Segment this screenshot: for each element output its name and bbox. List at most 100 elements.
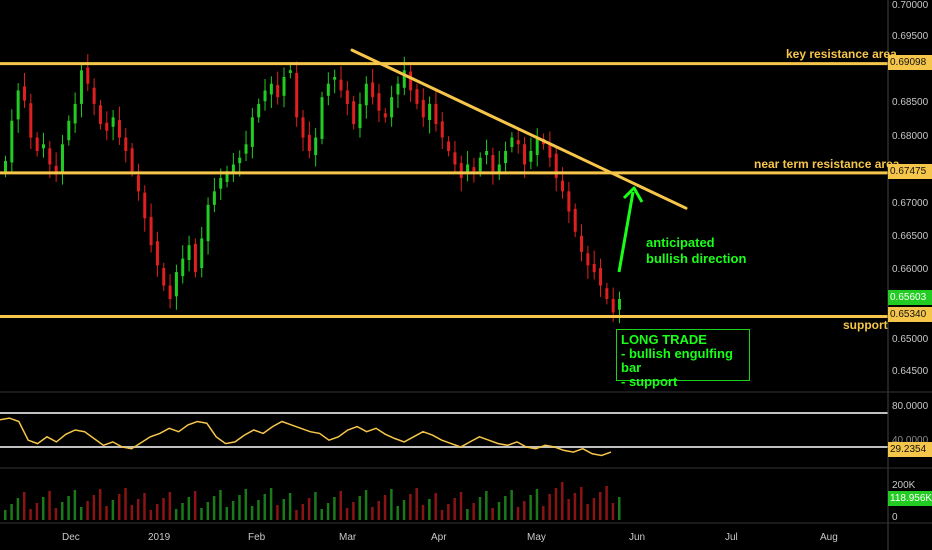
support-label: support <box>843 318 888 332</box>
volume-bar <box>22 492 26 520</box>
candle-body <box>181 258 185 277</box>
candle-body <box>567 191 571 212</box>
volume-bar <box>497 502 501 520</box>
volume-bar <box>73 490 77 520</box>
volume-bar <box>352 502 355 520</box>
candle-body <box>257 103 261 118</box>
volume-bar <box>339 491 342 520</box>
volume-bar <box>143 493 146 520</box>
volume-bar <box>250 506 254 520</box>
candle-body <box>535 137 539 156</box>
volume-bar <box>117 494 121 520</box>
x-tick-label: Dec <box>62 532 80 543</box>
candle-body <box>276 85 280 98</box>
volume-bar <box>67 496 70 520</box>
candle-body <box>529 151 533 162</box>
volume-bar <box>35 503 39 520</box>
volume-bar <box>364 490 368 520</box>
callout-line: - bullish engulfing bar <box>621 346 733 375</box>
callout-title: LONG TRADE <box>621 332 707 347</box>
volume-bar <box>301 504 305 520</box>
candles-layer <box>4 54 622 324</box>
volume-bar <box>86 501 89 520</box>
candle-body <box>447 141 451 151</box>
candle-body <box>174 272 178 297</box>
volume-bar <box>409 494 412 520</box>
volume-bar <box>54 508 58 520</box>
candle-body <box>339 79 343 91</box>
volume-bar <box>535 489 539 520</box>
candle-body <box>523 144 527 165</box>
volume-bar <box>599 492 602 520</box>
volume-pane <box>4 482 621 520</box>
candle-body <box>73 103 77 124</box>
volume-bar <box>371 507 374 520</box>
volume-bar <box>187 497 191 520</box>
candle-body <box>48 148 52 165</box>
volume-bar <box>48 491 51 520</box>
candle-body <box>580 235 584 252</box>
candle-body <box>453 152 457 165</box>
bullish-arrow-shaft <box>617 191 635 273</box>
rsi-current-tag: 29.2354 <box>888 442 932 457</box>
candle-body <box>586 253 590 266</box>
volume-bar <box>459 492 463 520</box>
volume-bar <box>314 492 317 520</box>
y-tick-label: 0.67000 <box>892 198 929 209</box>
x-tick-label: 2019 <box>148 532 171 543</box>
volume-bar <box>162 498 165 520</box>
volume-bar <box>333 497 336 520</box>
volume-bar <box>212 496 216 520</box>
candle-body <box>301 117 305 138</box>
volume-bar <box>295 510 298 520</box>
volume-bar <box>231 501 235 520</box>
volume-bar <box>548 494 551 520</box>
volume-bar <box>592 498 596 520</box>
volume-bar <box>421 505 425 520</box>
candle-body <box>390 97 394 118</box>
candle-body <box>79 70 83 104</box>
candle-body <box>478 157 482 172</box>
volume-bar <box>124 488 127 520</box>
candle-body <box>497 164 501 173</box>
candle-body <box>472 167 476 172</box>
volume-bar <box>206 502 210 520</box>
key-resistance-label: key resistance area <box>786 47 897 61</box>
candle-body <box>352 101 356 125</box>
candle-body <box>504 151 508 164</box>
volume-bar <box>244 489 248 520</box>
candle-body <box>231 164 235 173</box>
candle-body <box>459 163 463 178</box>
volume-bar <box>402 500 406 520</box>
rsi-line <box>0 417 612 457</box>
candle-body <box>282 77 286 96</box>
candle-body <box>244 144 248 154</box>
y-tick-label: 0.66500 <box>892 231 929 242</box>
volume-bar <box>155 504 159 520</box>
candle-body <box>263 90 267 102</box>
candle-body <box>130 148 134 172</box>
candle-body <box>599 268 603 286</box>
candle-body <box>60 144 64 174</box>
volume-bar <box>111 500 115 520</box>
candle-body <box>16 90 20 120</box>
y-tick-label: 0.66000 <box>892 264 929 275</box>
volume-bar <box>10 504 13 520</box>
y-tick-label: 0.65000 <box>892 334 929 345</box>
candle-body <box>605 288 609 299</box>
volume-current-tag: 118.956K <box>888 491 932 506</box>
volume-bar <box>238 495 241 520</box>
candle-body <box>402 70 406 88</box>
candle-body <box>295 72 299 118</box>
candle-body <box>168 285 172 299</box>
candle-body <box>548 142 552 158</box>
candle-body <box>554 153 558 178</box>
candle-body <box>212 191 216 205</box>
volume-bar <box>529 495 532 520</box>
volume-bar <box>257 500 260 520</box>
volume-bar <box>16 498 20 520</box>
candle-body <box>314 137 318 156</box>
candle-body <box>345 90 349 104</box>
candle-body <box>364 83 368 106</box>
